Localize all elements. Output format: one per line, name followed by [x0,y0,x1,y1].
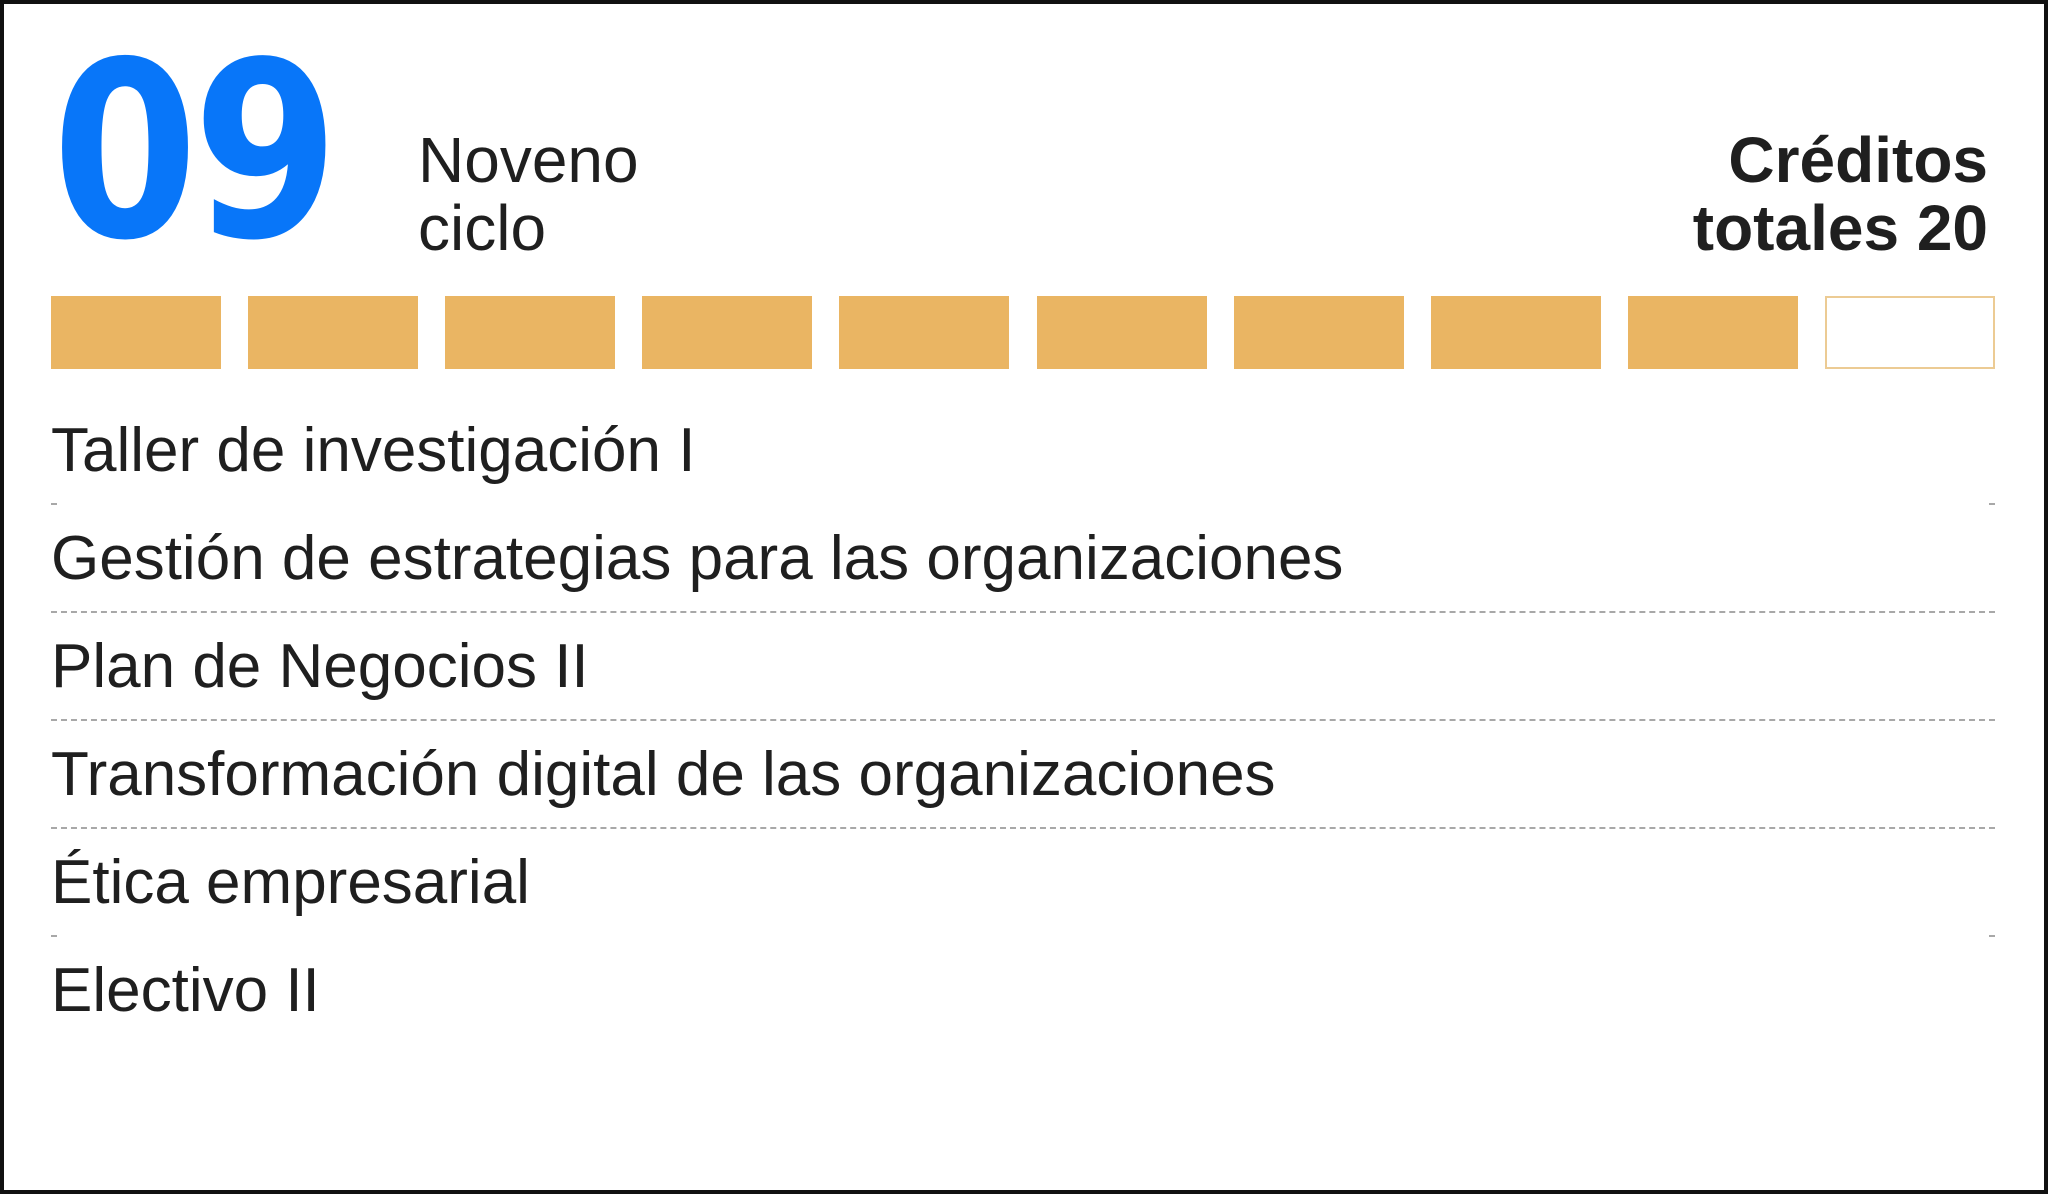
course-item: Gestión de estrategias para las organiza… [51,505,1995,613]
cycle-name: Noveno ciclo [418,126,838,262]
progress-segment [1430,296,1601,369]
progress-segment [445,296,616,369]
cycle-name-line-1: Noveno [418,124,639,196]
cycle-name-line-2: ciclo [418,192,547,264]
course-item: Transformación digital de las organizaci… [51,721,1995,829]
course-list: Taller de investigación I Gestión de est… [51,397,1995,1045]
progress-segment [1824,296,1995,369]
progress-segment [1233,296,1404,369]
credits-line-2: totales 20 [1692,192,1988,264]
progress-segment [839,296,1010,369]
course-item: Ética empresarial [51,829,1995,937]
course-item: Taller de investigación I [51,397,1995,505]
cycle-number: 09 [52,10,339,294]
progress-segment [1036,296,1207,369]
cycle-progress-bar [51,296,1995,369]
credits-line-1: Créditos [1728,124,1988,196]
progress-segment [642,296,813,369]
progress-segment [248,296,419,369]
progress-segment [51,296,221,369]
course-item: Plan de Negocios II [51,613,1995,721]
total-credits: Créditos totales 20 [1468,126,1988,262]
progress-segment [1627,296,1798,369]
course-item: Electivo II [51,956,320,1025]
